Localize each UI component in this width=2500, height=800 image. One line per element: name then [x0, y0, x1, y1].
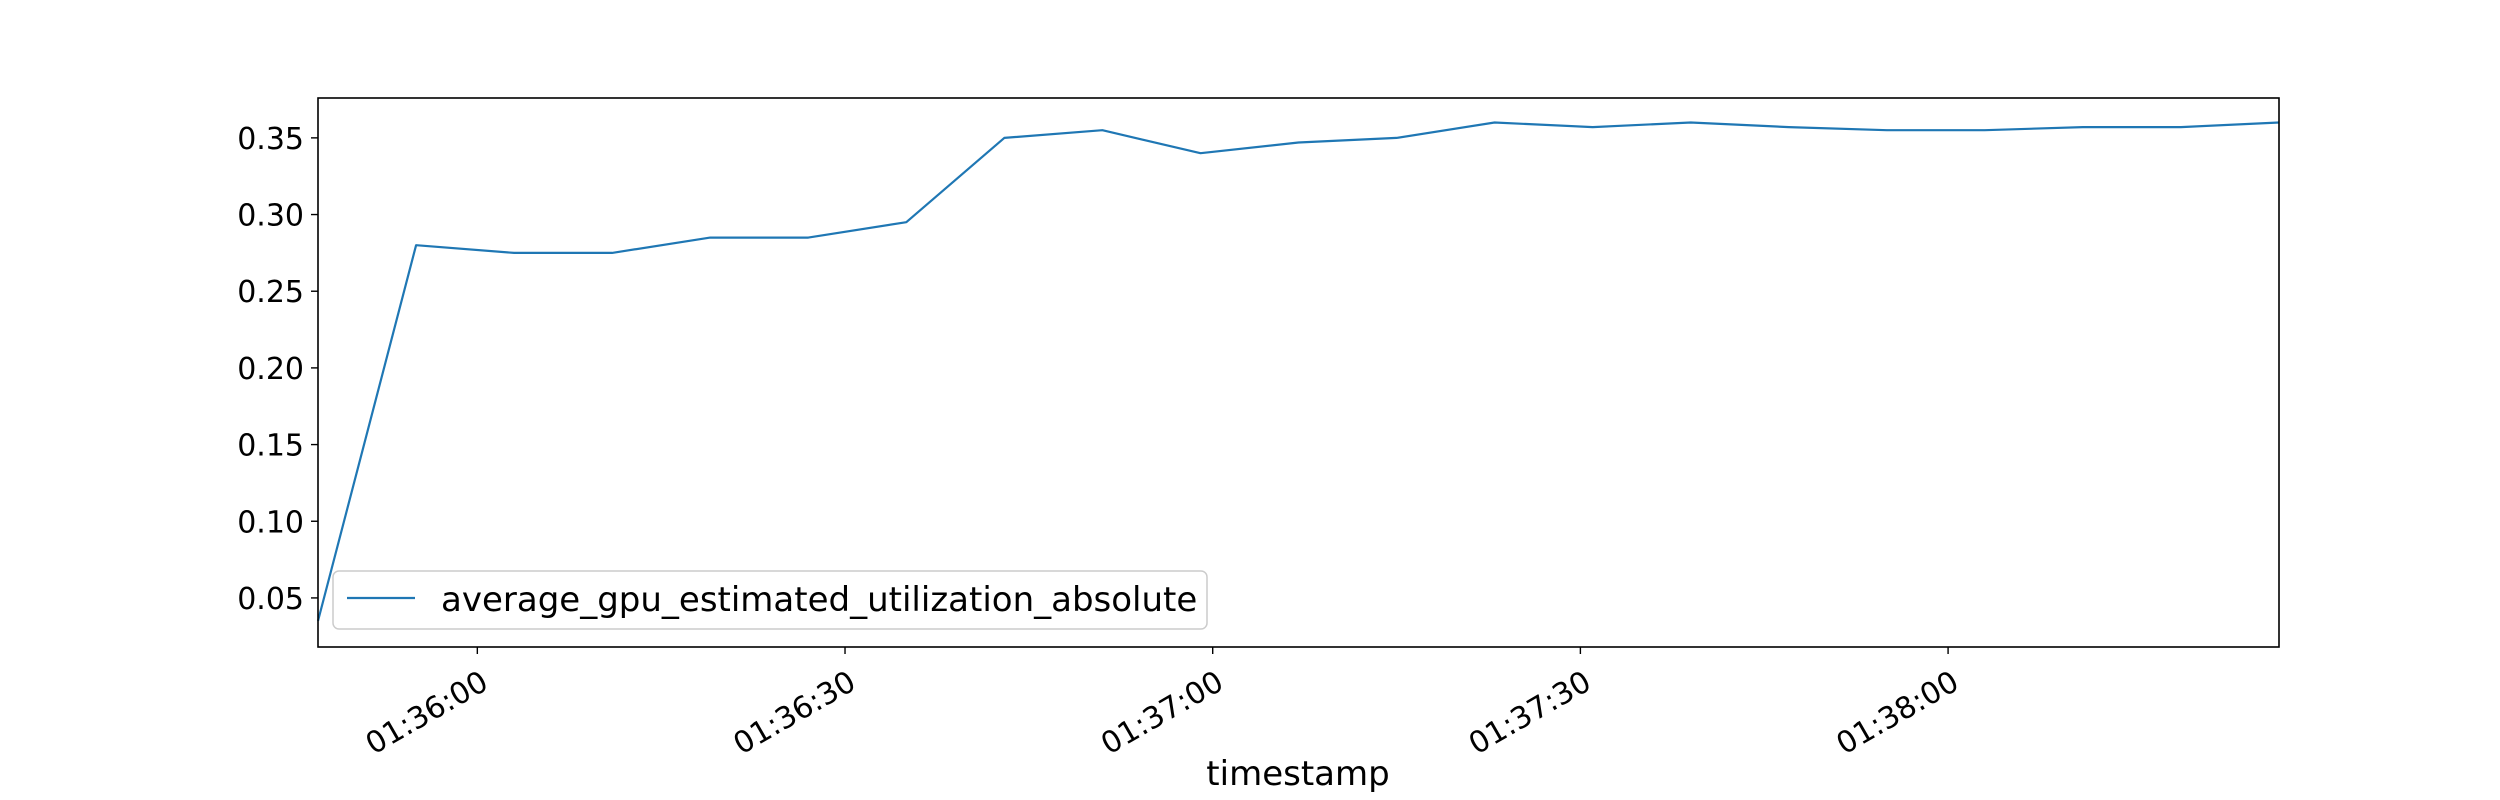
legend: average_gpu_estimated_utilization_absolu… — [332, 570, 1208, 630]
y-tick-label: 0.25 — [237, 275, 304, 310]
axes-frame — [317, 97, 2280, 648]
series-line — [316, 121, 2280, 622]
y-tick-label: 0.15 — [237, 429, 304, 464]
plot-area — [316, 121, 2280, 622]
legend-label: average_gpu_estimated_utilization_absolu… — [441, 580, 1197, 620]
y-tick-label: 0.20 — [237, 352, 304, 387]
y-tick-label: 0.05 — [237, 582, 304, 617]
y-axis: 0.05 0.10 0.15 0.20 0.25 0.30 0.35 — [237, 122, 318, 617]
y-tick-label: 0.35 — [237, 122, 304, 157]
legend-box — [332, 570, 1208, 630]
y-tick-label: 0.30 — [237, 199, 304, 234]
x-axis-label: timestamp — [1206, 754, 1389, 794]
y-tick-label: 0.10 — [237, 505, 304, 540]
